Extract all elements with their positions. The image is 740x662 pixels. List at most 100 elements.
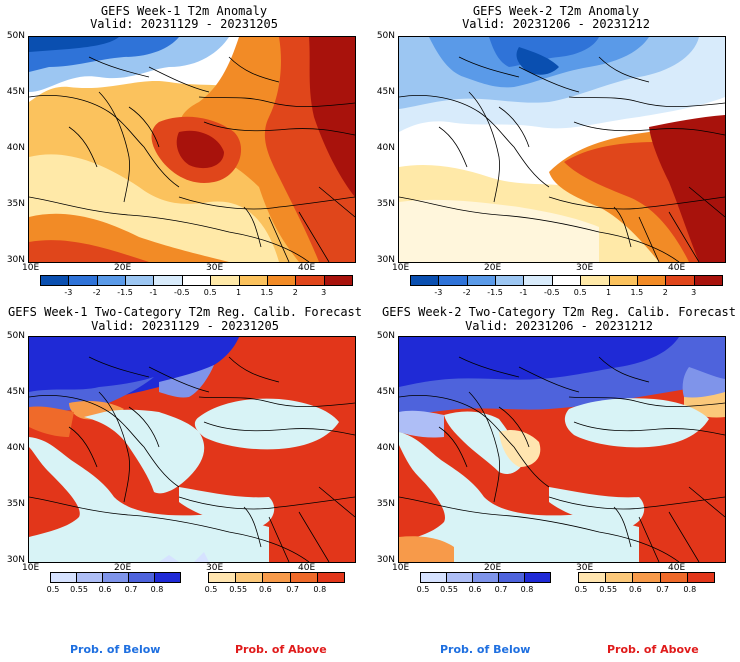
lon-label: 20E xyxy=(114,563,132,573)
lat-label: 40N xyxy=(376,443,395,453)
panel-title: GEFS Week-2 Two-Category T2m Reg. Calib.… xyxy=(381,305,736,319)
colorbar-swatch xyxy=(154,572,181,583)
colorbar-swatch xyxy=(580,275,610,286)
colorbar-label: -0.5 xyxy=(174,288,190,297)
colorbar-swatch xyxy=(76,572,103,583)
probability-map xyxy=(28,336,356,563)
colorbar-swatch xyxy=(665,275,695,286)
colorbar-label: 1.5 xyxy=(260,288,274,297)
colorbar-label: 0.7 xyxy=(286,585,299,594)
colorbar-label: 3 xyxy=(321,288,327,297)
anomaly-map xyxy=(28,36,356,263)
colorbar-label: -1 xyxy=(519,288,528,297)
colorbar-label: 2 xyxy=(662,288,668,297)
lon-label: 30E xyxy=(576,563,594,573)
panel-valid-date: Valid: 20231129 - 20231205 xyxy=(91,319,279,333)
lat-label: 35N xyxy=(6,199,25,209)
colorbar-swatch xyxy=(316,572,345,583)
colorbar-label: -3 xyxy=(434,288,443,297)
colorbar-label: 0.8 xyxy=(313,585,327,594)
colorbar-label: -1 xyxy=(149,288,158,297)
lat-label: 30N xyxy=(376,255,395,265)
colorbar-label: -2 xyxy=(92,288,101,297)
panel-valid-date: Valid: 20231206 - 20231212 xyxy=(465,319,653,333)
colorbar-label: 0.55 xyxy=(599,585,618,594)
colorbar-label: 0.55 xyxy=(229,585,248,594)
panel-title: GEFS Week-1 T2m Anomaly xyxy=(100,4,268,18)
colorbar-swatch xyxy=(262,572,291,583)
lon-label: 10E xyxy=(392,263,410,273)
lat-label: 40N xyxy=(6,143,25,153)
colorbar-label: 0.6 xyxy=(98,585,112,594)
panel-title: GEFS Week-1 Two-Category T2m Reg. Calib.… xyxy=(7,305,362,319)
lon-label: 10E xyxy=(392,563,410,573)
panel-week2-probability: GEFS Week-2 Two-Category T2m Reg. Calib.… xyxy=(370,300,740,640)
lat-label: 40N xyxy=(376,143,395,153)
lat-label: 30N xyxy=(376,555,395,565)
colorbar-swatch xyxy=(238,275,268,286)
colorbar-swatch xyxy=(420,572,447,583)
above-colorbar: 0.5 0.55 0.6 0.7 0.8 xyxy=(574,572,715,598)
prob-above-label: Prob. of Above xyxy=(607,643,699,656)
colorbar-swatch xyxy=(693,275,723,286)
colorbar-swatch xyxy=(498,572,525,583)
below-colorbar: 0.5 0.55 0.6 0.7 0.8 xyxy=(417,572,551,598)
colorbar-label: 0.5 xyxy=(574,585,588,594)
colorbar-swatch xyxy=(578,572,607,583)
lat-label: 35N xyxy=(376,499,395,509)
anomaly-colorbar: -3 -2 -1.5 -1 -0.5 0.5 1 1.5 2 3 xyxy=(40,275,353,301)
panel-week1-anomaly: GEFS Week-1 T2m Anomaly Valid: 20231129 … xyxy=(0,0,370,300)
colorbar-swatch xyxy=(295,275,325,286)
colorbar-label: 3 xyxy=(691,288,697,297)
lon-label: 20E xyxy=(484,263,502,273)
colorbar-swatch xyxy=(636,275,667,286)
colorbar-label: 0.7 xyxy=(494,585,508,594)
colorbar-swatch xyxy=(68,275,98,286)
colorbar-swatch xyxy=(128,572,155,583)
colorbar-label: 0.55 xyxy=(70,585,88,594)
above-colorbar: 0.5 0.55 0.6 0.7 0.8 xyxy=(205,572,345,598)
lon-label: 30E xyxy=(206,263,224,273)
lon-label: 40E xyxy=(668,263,686,273)
colorbar-swatch xyxy=(523,275,553,286)
lon-label: 40E xyxy=(668,563,686,573)
colorbar-label: 0.8 xyxy=(150,585,164,594)
prob-above-label: Prob. of Above xyxy=(235,643,327,656)
colorbar-swatch xyxy=(289,572,318,583)
colorbar-label: 2 xyxy=(292,288,298,297)
panel-week1-probability: GEFS Week-1 Two-Category T2m Reg. Calib.… xyxy=(0,300,370,640)
colorbar-swatch xyxy=(153,275,183,286)
colorbar-swatch xyxy=(323,275,353,286)
colorbar-label: -0.5 xyxy=(544,288,560,297)
probability-map xyxy=(398,336,726,563)
lon-label: 20E xyxy=(114,263,132,273)
colorbar-swatch xyxy=(659,572,688,583)
lat-label: 50N xyxy=(6,31,25,41)
colorbar-label: 0.7 xyxy=(656,585,669,594)
lat-label: 30N xyxy=(6,555,25,565)
lon-label: 30E xyxy=(206,563,224,573)
colorbar-swatch xyxy=(266,275,297,286)
colorbar-swatch xyxy=(551,275,582,286)
colorbar-swatch xyxy=(472,572,499,583)
lat-label: 50N xyxy=(376,331,395,341)
colorbar-label: 0.6 xyxy=(259,585,272,594)
lat-label: 45N xyxy=(6,87,25,97)
colorbar-swatch xyxy=(466,275,497,286)
colorbar-swatch xyxy=(438,275,468,286)
colorbar-swatch xyxy=(102,572,129,583)
colorbar-swatch xyxy=(50,572,77,583)
lat-label: 45N xyxy=(376,387,395,397)
colorbar-swatch xyxy=(608,275,638,286)
colorbar-label: 0.8 xyxy=(520,585,534,594)
below-colorbar: 0.5 0.55 0.6 0.7 0.8 xyxy=(47,572,181,598)
colorbar-label: 1 xyxy=(605,288,612,297)
colorbar-swatch xyxy=(410,275,440,286)
lon-label: 40E xyxy=(298,563,316,573)
lat-label: 45N xyxy=(376,87,395,97)
colorbar-label: -1.5 xyxy=(117,288,133,297)
colorbar-swatch xyxy=(495,275,525,286)
colorbar-swatch xyxy=(686,572,715,583)
colorbar-label: 0.55 xyxy=(440,585,458,594)
lon-label: 20E xyxy=(484,563,502,573)
